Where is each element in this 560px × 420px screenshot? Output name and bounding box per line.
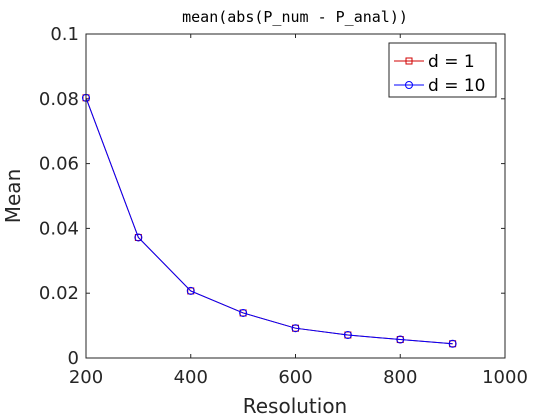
y-tick-labels: 0 0.02 0.04 0.06 0.08 0.1 [39, 24, 79, 369]
legend-entry: d = 1 [394, 52, 475, 72]
legend-marker [405, 57, 413, 65]
x-tick-label: 800 [383, 367, 417, 388]
legend-label: d = 1 [428, 52, 475, 72]
legend-label: d = 10 [428, 76, 485, 96]
y-tick-label: 0.02 [39, 283, 79, 304]
x-tick-label: 1000 [482, 367, 528, 388]
y-tick-label: 0.06 [39, 154, 79, 175]
legend-marker [405, 81, 413, 89]
data-point [396, 335, 405, 344]
legend-entries: d = 1 d = 10 [394, 52, 485, 96]
data-point [134, 233, 143, 242]
y-tick-label: 0.08 [39, 89, 79, 110]
data-point [239, 308, 248, 317]
series-line [85, 97, 453, 345]
chart-title: mean(abs(P_num - P_anal)) [182, 8, 408, 26]
y-tick-label: 0.1 [50, 24, 79, 45]
y-tick-label: 0 [68, 348, 79, 369]
data-point [448, 339, 457, 348]
x-tick-labels: 200 400 600 800 1000 [69, 367, 528, 388]
data-point [186, 286, 195, 295]
x-tick-label: 200 [69, 367, 103, 388]
plot-frame [85, 33, 506, 359]
legend[interactable]: d = 1 d = 10 [388, 42, 497, 98]
y-axis-label: Mean [1, 169, 25, 224]
y-tick-label: 0.04 [39, 218, 79, 239]
x-axis-label: Resolution [243, 394, 348, 418]
x-tick-label: 600 [278, 367, 312, 388]
legend-entry: d = 10 [394, 76, 485, 96]
data-point [343, 330, 352, 339]
x-tick-label: 400 [174, 367, 208, 388]
data-point [291, 324, 300, 333]
